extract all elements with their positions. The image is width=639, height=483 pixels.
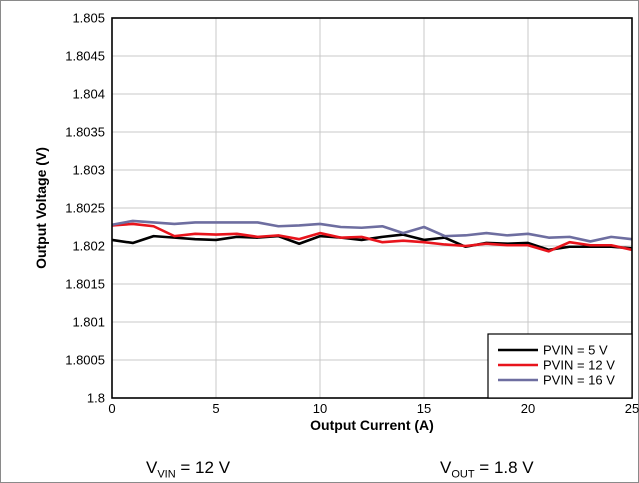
y-tick-label: 1.805 (72, 11, 105, 26)
y-tick-label: 1.803 (72, 163, 105, 178)
vin-symbol: V (146, 458, 158, 477)
x-tick-label: 25 (625, 401, 639, 416)
x-tick-labels: 0 5 10 15 20 25 (108, 401, 639, 416)
vout-subscript: OUT (451, 468, 475, 481)
y-tick-label: 1.804 (72, 87, 105, 102)
y-tick-labels: 1.8 1.8005 1.801 1.8015 1.802 1.8025 1.803 1.80… (65, 11, 105, 406)
vout-condition: VOUT = 1.8 V (440, 458, 534, 480)
vin-value: = 12 V (175, 458, 231, 477)
y-tick-label: 1.802 (72, 239, 105, 254)
x-tick-label: 0 (108, 401, 115, 416)
legend-label: PVIN = 12 V (543, 358, 615, 373)
x-tick-label: 5 (212, 401, 219, 416)
y-tick-label: 1.8 (87, 391, 105, 406)
y-tick-label: 1.8025 (65, 201, 105, 216)
y-tick-label: 1.8015 (65, 277, 105, 292)
y-tick-label: 1.801 (72, 315, 105, 330)
vin-condition: VVIN = 12 V (146, 458, 230, 480)
series-line-2 (111, 222, 633, 253)
series-line-3 (111, 219, 633, 243)
vout-value: = 1.8 V (474, 458, 534, 477)
x-axis-label: Output Current (A) (310, 417, 434, 433)
legend-label: PVIN = 5 V (543, 343, 608, 358)
legend-label: PVIN = 16 V (543, 373, 615, 388)
y-axis-label: Output Voltage (V) (33, 147, 49, 269)
x-tick-label: 15 (417, 401, 431, 416)
vout-symbol: V (440, 458, 452, 477)
vin-subscript: VIN (157, 468, 176, 481)
series-lines (111, 219, 633, 253)
x-tick-label: 20 (521, 401, 535, 416)
y-tick-label: 1.8035 (65, 125, 105, 140)
plot-area-border (111, 17, 633, 399)
x-tick-label: 10 (313, 401, 327, 416)
y-tick-label: 1.8005 (65, 353, 105, 368)
y-tick-label: 1.8045 (65, 49, 105, 64)
